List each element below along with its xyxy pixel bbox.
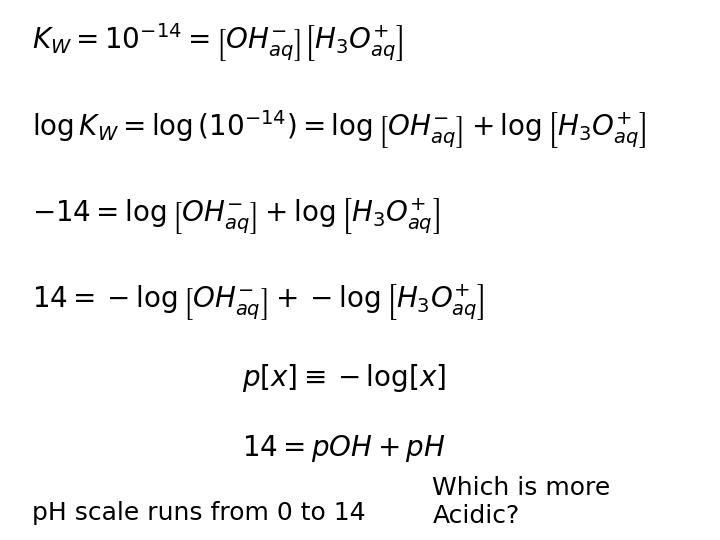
Text: $\log K_{W} = \log\left(10^{-14}\right) = \log\left[OH^{-}_{aq}\right] + \log\le: $\log K_{W} = \log\left(10^{-14}\right) … xyxy=(32,109,646,151)
Text: Which is more
Acidic?: Which is more Acidic? xyxy=(433,476,611,528)
Text: $p[x] \equiv -\log[x]$: $p[x] \equiv -\log[x]$ xyxy=(242,362,446,394)
Text: $-14 = \log\left[OH^{-}_{aq}\right] + \log\left[H_3O^{+}_{aq}\right]$: $-14 = \log\left[OH^{-}_{aq}\right] + \l… xyxy=(32,196,440,236)
Text: pH scale runs from 0 to 14: pH scale runs from 0 to 14 xyxy=(32,501,366,525)
Text: $14 = pOH + pH$: $14 = pOH + pH$ xyxy=(242,433,445,464)
Text: $K_{W} = 10^{-14} = \left[OH^{-}_{aq}\right]\left[H_3O^{+}_{aq}\right]$: $K_{W} = 10^{-14} = \left[OH^{-}_{aq}\ri… xyxy=(32,22,403,64)
Text: $14 = -\log\left[OH^{-}_{aq}\right] + -\log\left[H_3O^{+}_{aq}\right]$: $14 = -\log\left[OH^{-}_{aq}\right] + -\… xyxy=(32,282,485,322)
